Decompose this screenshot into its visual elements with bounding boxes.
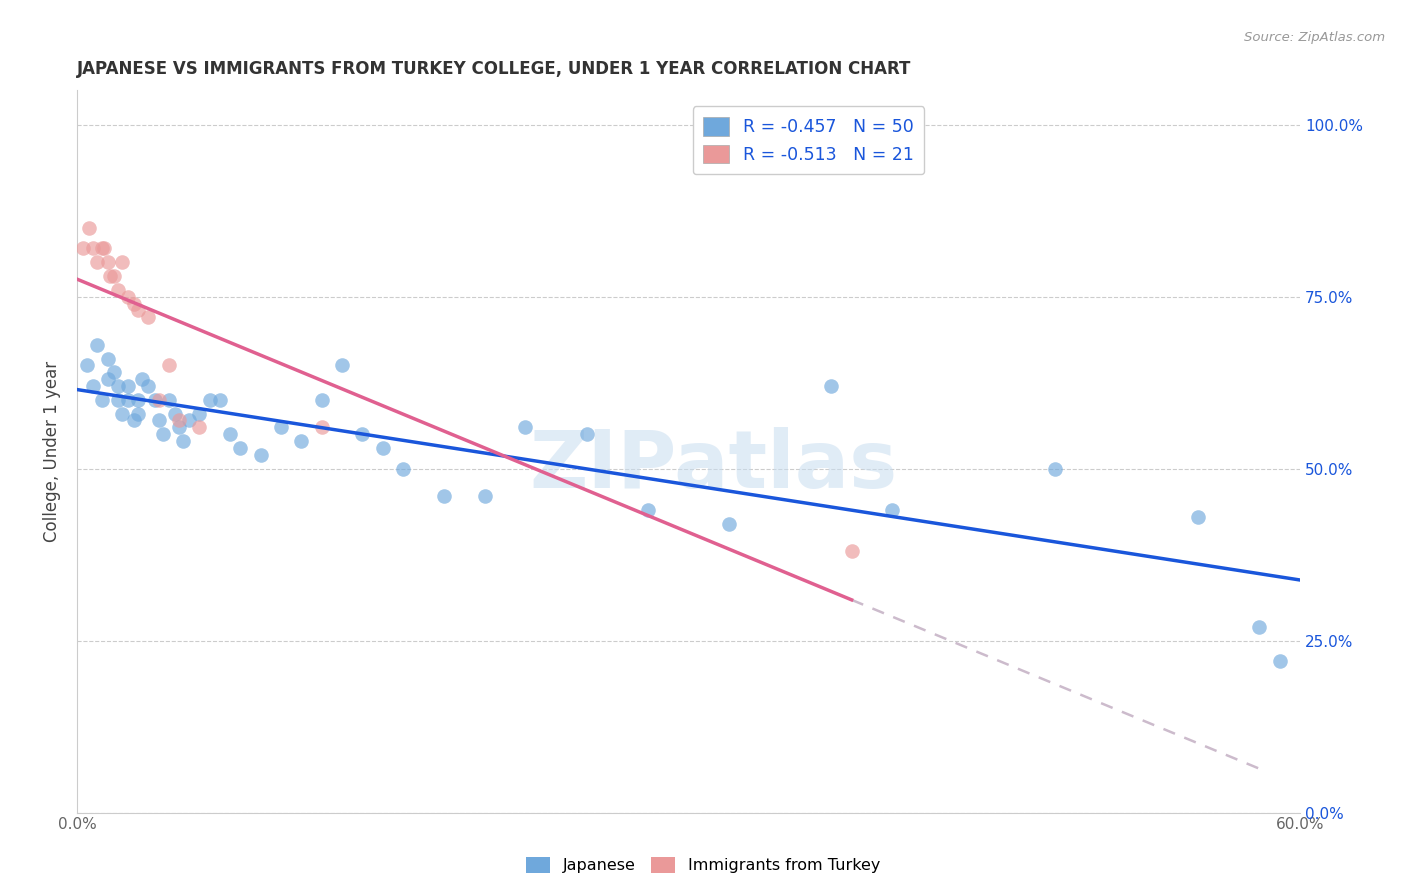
Point (86, 338, 108, 352)
Point (97, 351, 120, 366)
Point (127, 392, 149, 407)
Point (107, 392, 129, 407)
Point (637, 503, 659, 517)
Point (143, 392, 166, 407)
Point (79, 220, 101, 235)
Point (1045, 461, 1067, 475)
Point (90, 242, 112, 256)
Point (103, 365, 125, 379)
Point (86, 255, 108, 269)
Point (107, 379, 129, 393)
Point (163, 407, 186, 421)
Point (157, 359, 180, 373)
Point (131, 372, 153, 386)
Point (138, 379, 160, 393)
Point (148, 392, 170, 407)
Point (72, 242, 94, 256)
Point (718, 516, 741, 531)
Point (188, 420, 211, 434)
Point (103, 268, 125, 283)
Point (290, 434, 312, 448)
Legend: R = -0.457   N = 50, R = -0.513   N = 21: R = -0.457 N = 50, R = -0.513 N = 21 (693, 106, 925, 174)
Point (179, 413, 201, 427)
Point (198, 392, 221, 407)
Point (122, 296, 145, 310)
Point (82, 379, 104, 393)
Point (311, 420, 333, 434)
Point (90, 392, 112, 407)
Point (1268, 654, 1291, 668)
Point (127, 303, 149, 318)
Point (1249, 620, 1271, 634)
Y-axis label: College, Under 1 year: College, Under 1 year (44, 361, 60, 542)
Text: Source: ZipAtlas.com: Source: ZipAtlas.com (1244, 31, 1385, 45)
Point (117, 290, 139, 304)
Point (229, 441, 252, 455)
Point (330, 359, 353, 373)
Point (111, 255, 134, 269)
Point (117, 392, 139, 407)
Point (93, 242, 115, 256)
Point (433, 489, 456, 503)
Point (97, 372, 120, 386)
Point (820, 379, 842, 393)
Point (97, 255, 120, 269)
Point (138, 310, 160, 325)
Point (98, 268, 121, 283)
Point (575, 427, 598, 442)
Point (152, 427, 174, 442)
Point (474, 489, 496, 503)
Point (392, 461, 415, 475)
Point (167, 420, 190, 434)
Point (515, 420, 537, 434)
Point (249, 448, 271, 462)
Point (172, 434, 194, 448)
Point (157, 392, 180, 407)
Point (111, 407, 134, 421)
Point (117, 379, 139, 393)
Point (270, 420, 292, 434)
Point (82, 242, 104, 256)
Point (311, 392, 333, 407)
Point (76, 359, 98, 373)
Point (352, 427, 374, 442)
Text: JAPANESE VS IMMIGRANTS FROM TURKEY COLLEGE, UNDER 1 YEAR CORRELATION CHART: JAPANESE VS IMMIGRANTS FROM TURKEY COLLE… (77, 60, 911, 78)
Point (167, 413, 190, 427)
Point (208, 392, 231, 407)
Legend: Japanese, Immigrants from Turkey: Japanese, Immigrants from Turkey (519, 850, 887, 880)
Point (188, 407, 211, 421)
Point (148, 413, 170, 427)
Text: ZIPatlas: ZIPatlas (529, 427, 897, 505)
Point (1187, 509, 1209, 524)
Point (219, 427, 242, 442)
Point (371, 441, 394, 455)
Point (127, 407, 149, 421)
Point (882, 503, 904, 517)
Point (122, 413, 145, 427)
Point (841, 544, 863, 558)
Point (107, 283, 129, 297)
